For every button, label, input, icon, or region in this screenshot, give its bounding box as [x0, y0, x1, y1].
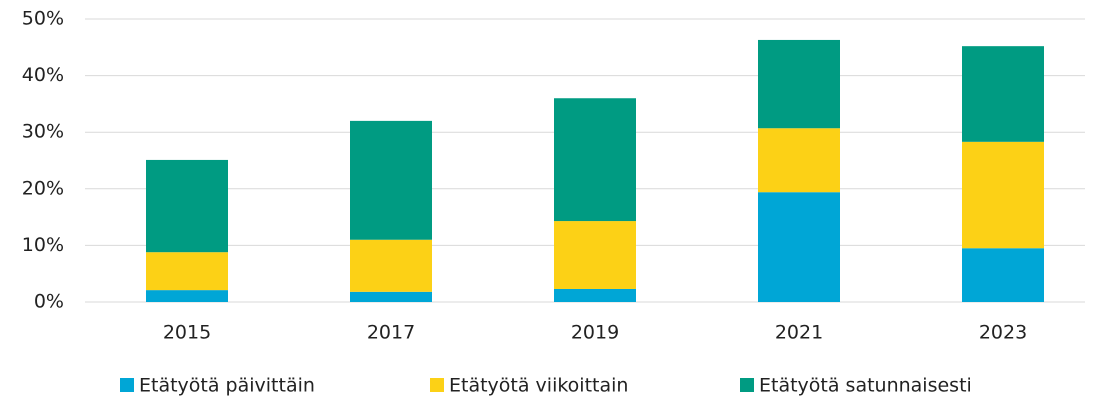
legend-swatch	[740, 378, 754, 392]
bar-segment	[350, 291, 432, 302]
x-tick-label: 2021	[775, 322, 823, 344]
y-tick-label: 30%	[22, 121, 64, 143]
bar-segment	[758, 39, 840, 129]
x-tick-label: 2017	[367, 322, 415, 344]
y-tick-label: 50%	[22, 8, 64, 30]
bar-segment	[350, 239, 432, 292]
y-tick-label: 0%	[34, 291, 64, 313]
bar-segment	[758, 192, 840, 302]
bar-segment	[962, 248, 1044, 302]
bar-segment	[758, 128, 840, 193]
legend-swatch	[120, 378, 134, 392]
bar-segment	[554, 288, 636, 302]
legend-label: Etätyötä viikoittain	[449, 375, 628, 397]
bar-segment	[146, 290, 228, 302]
legend-swatch	[430, 378, 444, 392]
legend-label: Etätyötä satunnaisesti	[759, 375, 972, 397]
bar-segment	[554, 221, 636, 289]
x-tick-label: 2019	[571, 322, 619, 344]
bar-segment	[554, 98, 636, 222]
bar-segment	[146, 252, 228, 291]
y-tick-label: 20%	[22, 177, 64, 199]
bar-segment	[350, 120, 432, 240]
y-tick-label: 10%	[22, 234, 64, 256]
bar-segment	[146, 159, 228, 253]
y-tick-label: 40%	[22, 64, 64, 86]
legend-label: Etätyötä päivittäin	[139, 375, 315, 397]
bar-segment	[962, 46, 1044, 142]
x-tick-label: 2023	[979, 322, 1027, 344]
x-tick-label: 2015	[163, 322, 211, 344]
bar-segment	[962, 141, 1044, 249]
